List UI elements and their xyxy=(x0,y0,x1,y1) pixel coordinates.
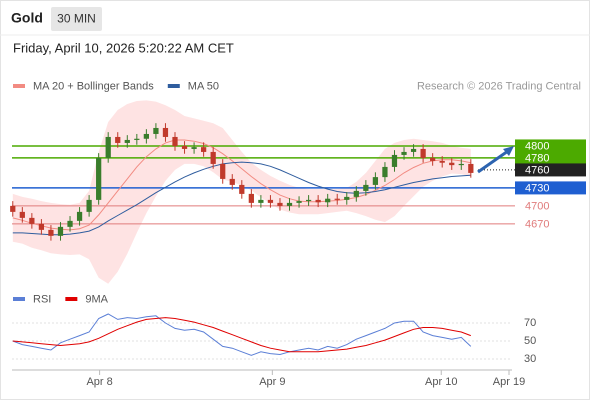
x-tick-label: Apr 9 xyxy=(259,376,285,388)
interval-label[interactable]: 30 MIN xyxy=(57,12,96,26)
candle-body xyxy=(201,147,207,152)
candle-body xyxy=(124,139,130,143)
legend-label: 9MA xyxy=(85,293,108,305)
y-tick-label: 30 xyxy=(524,353,536,365)
level-label-box xyxy=(515,139,586,153)
candle-body xyxy=(315,199,321,203)
candle-body xyxy=(344,196,350,200)
candle-body xyxy=(57,226,64,236)
legend-swatch xyxy=(13,84,25,88)
candle-body xyxy=(67,220,73,227)
candle-body xyxy=(48,229,54,236)
rsi-line xyxy=(12,313,472,356)
legend-swatch xyxy=(13,297,25,301)
candle-body xyxy=(10,205,16,212)
candle-body xyxy=(38,223,45,230)
candle-body xyxy=(430,157,436,161)
legend-label: MA 50 xyxy=(188,80,219,92)
candle-body xyxy=(19,211,25,218)
candle-body xyxy=(153,127,159,134)
candle-body xyxy=(29,217,35,224)
candle-body xyxy=(143,133,149,139)
level-label-box xyxy=(515,181,586,195)
candle-body xyxy=(334,198,340,200)
y-tick-label: 50 xyxy=(524,335,536,347)
level-label-box xyxy=(515,163,586,177)
forecast-arrow-head xyxy=(503,146,514,156)
candle-body xyxy=(172,136,178,146)
legend-swatch xyxy=(65,297,78,301)
legend-label: RSI xyxy=(33,293,51,305)
candle-body xyxy=(258,199,264,203)
candle-body xyxy=(305,199,312,202)
rsi-line xyxy=(12,317,471,353)
candle-body xyxy=(267,199,274,203)
candle-body xyxy=(134,138,140,140)
candle-body xyxy=(191,147,197,149)
x-tick-label: Apr 8 xyxy=(86,376,112,388)
candle-body xyxy=(86,199,92,212)
legend-label: MA 20 + Bollinger Bands xyxy=(33,80,154,92)
y-tick-label: 70 xyxy=(524,317,536,329)
candle-body xyxy=(277,202,283,206)
level-label: 4780 xyxy=(525,152,549,164)
level-label: 4670 xyxy=(525,218,549,230)
candle-body xyxy=(76,211,83,221)
candle-body xyxy=(296,201,302,203)
instrument-title: Gold xyxy=(11,10,43,26)
candle-body xyxy=(210,151,216,164)
candle-body xyxy=(162,127,169,137)
level-label: 4730 xyxy=(525,182,549,194)
candle-body xyxy=(363,184,369,191)
ma-line xyxy=(12,139,471,231)
interval-button[interactable] xyxy=(51,7,102,31)
datetime: Friday, April 10, 2026 5:20:22 AM CET xyxy=(13,40,234,55)
level-label: 4800 xyxy=(525,140,549,152)
candle-body xyxy=(439,160,445,163)
candle-body xyxy=(220,163,226,179)
x-tick-label: Apr 10 xyxy=(425,376,457,388)
candle-body xyxy=(115,136,121,143)
candle-body xyxy=(420,148,426,158)
level-label: 4700 xyxy=(525,200,549,212)
candle-body xyxy=(401,151,407,155)
candle-body xyxy=(410,148,417,152)
candle-body xyxy=(325,198,331,203)
ma-line xyxy=(12,161,471,236)
candle-body xyxy=(248,193,254,203)
x-tick-label: Apr 19 xyxy=(493,376,525,388)
candle-body xyxy=(468,163,474,173)
candle-body xyxy=(391,154,398,167)
candle-body xyxy=(96,157,102,200)
candle-body xyxy=(372,177,379,185)
candle-body xyxy=(105,136,111,158)
legend-swatch xyxy=(167,84,180,88)
level-label-box xyxy=(515,151,586,165)
candle-body xyxy=(181,145,188,149)
forecast-arrow xyxy=(477,149,509,174)
candle-body xyxy=(239,184,245,194)
credit: Research © 2026 Trading Central xyxy=(417,80,581,92)
candle-body xyxy=(449,162,455,166)
candle-body xyxy=(286,202,293,206)
candle-body xyxy=(458,163,464,166)
candle-body xyxy=(229,178,235,185)
candle-body xyxy=(382,166,388,178)
candle-body xyxy=(353,190,359,197)
level-label: 4760 xyxy=(525,164,549,176)
